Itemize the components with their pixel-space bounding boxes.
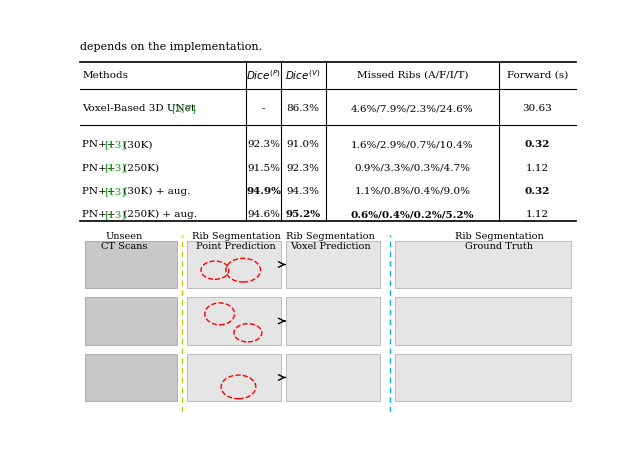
Bar (286, 354, 380, 401)
Text: 92.3%: 92.3% (287, 164, 320, 173)
Text: [13]: [13] (104, 164, 125, 173)
Text: [2,7]: [2,7] (171, 104, 195, 113)
Text: 92.3%: 92.3% (247, 140, 280, 150)
Bar (85, 297, 177, 344)
Text: [13]: [13] (104, 140, 125, 150)
Text: Unseen
CT Scans: Unseen CT Scans (102, 232, 148, 251)
Text: 0.9%/3.3%/0.3%/4.7%: 0.9%/3.3%/0.3%/4.7% (355, 164, 470, 173)
Text: $\it{Dice}^{(P)}$: $\it{Dice}^{(P)}$ (246, 69, 281, 82)
Text: 91.0%: 91.0% (287, 140, 320, 150)
Text: 94.6%: 94.6% (247, 210, 280, 219)
Bar (187, 241, 281, 288)
Text: (30K) + aug.: (30K) + aug. (120, 187, 191, 196)
Bar (286, 241, 380, 288)
Text: Forward (s): Forward (s) (507, 71, 568, 80)
Text: 86.3%: 86.3% (287, 104, 320, 113)
Text: 30.63: 30.63 (523, 104, 552, 113)
Text: PN++: PN++ (83, 140, 119, 150)
Text: PN++: PN++ (83, 164, 119, 173)
Text: depends on the implementation.: depends on the implementation. (80, 42, 262, 52)
Bar (85, 354, 177, 401)
Bar (395, 297, 571, 344)
Text: 1.1%/0.8%/0.4%/9.0%: 1.1%/0.8%/0.4%/9.0% (355, 187, 470, 196)
Text: Missed Ribs (A/F/I/T): Missed Ribs (A/F/I/T) (356, 71, 468, 80)
Text: 94.9%: 94.9% (246, 187, 281, 196)
Text: PN++: PN++ (83, 187, 119, 196)
Text: 94.3%: 94.3% (287, 187, 320, 196)
Text: 0.32: 0.32 (525, 140, 550, 150)
Bar (187, 354, 281, 401)
Text: [13]: [13] (104, 187, 125, 196)
Text: (250K) + aug.: (250K) + aug. (120, 210, 197, 219)
Text: 95.2%: 95.2% (285, 210, 321, 219)
Text: (250K): (250K) (120, 164, 159, 173)
Bar (395, 241, 571, 288)
Text: 1.6%/2.9%/0.7%/10.4%: 1.6%/2.9%/0.7%/10.4% (351, 140, 474, 150)
Text: 0.32: 0.32 (525, 187, 550, 196)
Bar (187, 297, 281, 344)
Text: 0.6%/0.4%/0.2%/5.2%: 0.6%/0.4%/0.2%/5.2% (351, 210, 474, 219)
Bar (286, 297, 380, 344)
Text: Rib Segmentation
Voxel Prediction: Rib Segmentation Voxel Prediction (286, 232, 375, 251)
Text: -: - (262, 104, 265, 113)
Text: 1.12: 1.12 (526, 210, 549, 219)
Text: 91.5%: 91.5% (247, 164, 280, 173)
Text: PN++: PN++ (83, 210, 119, 219)
Text: Methods: Methods (83, 71, 129, 80)
Text: Voxel-Based 3D UNet: Voxel-Based 3D UNet (83, 104, 199, 113)
Text: Rib Segmentation
Point Prediction: Rib Segmentation Point Prediction (192, 232, 280, 251)
Bar (85, 241, 177, 288)
Bar (395, 354, 571, 401)
Text: Rib Segmentation
Ground Truth: Rib Segmentation Ground Truth (455, 232, 543, 251)
Text: [13]: [13] (104, 210, 125, 219)
Text: 4.6%/7.9%/2.3%/24.6%: 4.6%/7.9%/2.3%/24.6% (351, 104, 474, 113)
Text: (30K): (30K) (120, 140, 153, 150)
Text: $\it{Dice}^{(V)}$: $\it{Dice}^{(V)}$ (285, 69, 321, 82)
Text: 1.12: 1.12 (526, 164, 549, 173)
